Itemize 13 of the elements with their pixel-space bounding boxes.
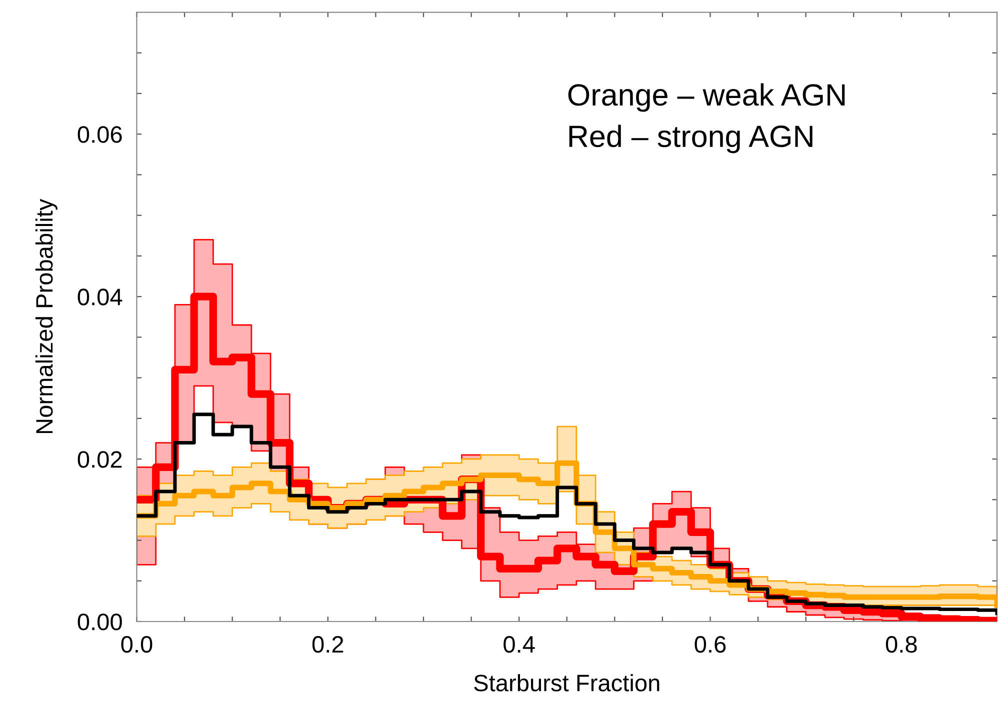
x-tick-label: 0.4 [504,636,535,653]
x-tick-label: 0.8 [886,636,917,653]
x-tick-label: 0.6 [694,636,726,653]
x-tick-label: 0.0 [121,636,152,653]
x-axis-title: Starburst Fraction [474,674,660,692]
x-tick-label: 0.2 [312,636,344,653]
y-tick-label: 0.02 [78,451,122,468]
y-tick-label: 0.00 [78,614,122,630]
annotation: Orange – weak AGN [568,83,845,112]
annotation: Red – strong AGN [569,124,812,154]
y-tick-label: 0.06 [78,126,122,143]
y-axis-title: Normalized Probability [35,198,58,434]
y-tick-label: 0.04 [78,288,122,306]
